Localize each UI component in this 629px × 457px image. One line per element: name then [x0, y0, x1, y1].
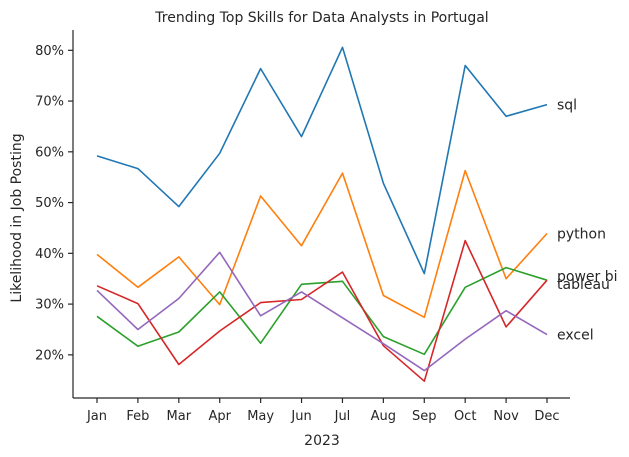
y-tick-label: 40%	[35, 247, 64, 262]
y-tick-label: 80%	[35, 44, 64, 59]
y-tick-label: 50%	[35, 196, 64, 211]
series-label-power-bi: power bi	[557, 269, 618, 285]
x-tick-label: Apr	[208, 409, 231, 424]
x-tick-label: Sep	[412, 409, 437, 424]
x-tick-label: Mar	[167, 409, 192, 424]
series-label-excel: excel	[557, 328, 594, 344]
y-tick-label: 70%	[35, 95, 64, 110]
y-tick-label: 60%	[35, 145, 64, 160]
series-line-power-bi	[96, 266, 548, 356]
x-axis-title: 2023	[304, 433, 340, 449]
axes: Jan Feb Mar Apr May Jun Jul Aug Sep Oct Nov Dec 20% 3…	[35, 30, 570, 424]
x-tick-label: Nov	[493, 409, 519, 424]
series-line-sql	[96, 46, 548, 275]
x-tick-label: Feb	[126, 409, 149, 424]
x-tick-label: Oct	[454, 409, 476, 424]
y-axis-title: Likelihood in Job Posting	[9, 133, 25, 302]
series-line-excel	[96, 251, 548, 372]
series-line-tableau	[96, 239, 548, 383]
y-tick-label: 30%	[35, 298, 64, 313]
series-label-sql: sql	[557, 98, 577, 114]
x-tick-label: Jul	[334, 409, 351, 424]
series-label-python: python	[557, 227, 606, 243]
series-line-python	[96, 169, 548, 319]
x-tick-label: Jan	[86, 409, 107, 424]
series-layer	[96, 46, 548, 383]
y-tick-label: 20%	[35, 348, 64, 363]
series-label-tableau: tableau	[557, 277, 610, 293]
chart-title: Trending Top Skills for Data Analysts in…	[154, 10, 488, 26]
x-tick-label: Jun	[290, 409, 311, 424]
x-tick-label: Dec	[534, 409, 559, 424]
x-tick-label: May	[247, 409, 274, 424]
x-tick-label: Aug	[371, 409, 396, 424]
